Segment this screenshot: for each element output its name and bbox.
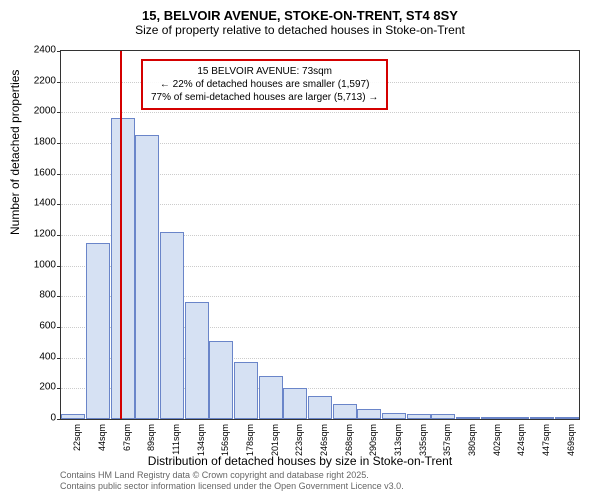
footer-line-2: Contains public sector information licen… [60,481,404,492]
x-tick-label: 22sqm [72,424,82,451]
footer-line-1: Contains HM Land Registry data © Crown c… [60,470,404,481]
histogram-bar [259,376,283,419]
y-tick-label: 800 [39,290,56,301]
marker-line [120,51,122,419]
y-tick-label: 400 [39,351,56,362]
x-tick-label: 268sqm [344,424,354,456]
x-tick-label: 67sqm [122,424,132,451]
y-tick-label: 1200 [34,229,56,240]
x-tick-label: 44sqm [97,424,107,451]
x-tick-label: 335sqm [418,424,428,456]
y-tick-label: 600 [39,321,56,332]
y-axis-label: Number of detached properties [8,70,22,235]
chart-footer: Contains HM Land Registry data © Crown c… [60,470,404,492]
histogram-bar [555,417,579,419]
x-tick-label: 201sqm [270,424,280,456]
x-tick-label: 290sqm [368,424,378,456]
x-tick-label: 178sqm [245,424,255,456]
y-tick-label: 1000 [34,259,56,270]
y-tick-label: 2400 [34,45,56,56]
x-axis-label: Distribution of detached houses by size … [0,454,600,468]
histogram-bar [357,409,381,419]
x-tick-label: 223sqm [294,424,304,456]
x-tick-label: 89sqm [146,424,156,451]
histogram-bar [431,414,455,419]
histogram-bar [456,417,480,419]
histogram-bar [86,243,110,419]
x-tick-label: 402sqm [492,424,502,456]
y-tick-label: 1600 [34,167,56,178]
anno-line-3: 77% of semi-detached houses are larger (… [151,91,378,104]
histogram-bar [382,413,406,419]
y-tick-label: 0 [50,413,56,424]
gridline [61,112,579,113]
histogram-bar [505,417,529,419]
x-tick-label: 357sqm [442,424,452,456]
y-tick-label: 1400 [34,198,56,209]
x-tick-label: 447sqm [541,424,551,456]
anno-line-2: ← 22% of detached houses are smaller (1,… [151,78,378,91]
chart-title-2: Size of property relative to detached ho… [0,23,600,37]
chart-title-1: 15, BELVOIR AVENUE, STOKE-ON-TRENT, ST4 … [0,8,600,23]
histogram-bar [160,232,184,419]
x-tick-label: 134sqm [196,424,206,456]
y-tick-label: 200 [39,382,56,393]
x-tick-label: 424sqm [516,424,526,456]
x-tick-label: 380sqm [467,424,477,456]
x-tick-label: 111sqm [171,424,181,455]
histogram-bar [209,341,233,419]
y-tick-label: 2200 [34,75,56,86]
x-tick-label: 313sqm [393,424,403,456]
histogram-bar [407,414,431,419]
x-tick-label: 469sqm [566,424,576,456]
histogram-bar [308,396,332,419]
histogram-bar [283,388,307,419]
histogram-bar [61,414,85,419]
chart-plot-area: 15 BELVOIR AVENUE: 73sqm← 22% of detache… [60,50,580,420]
annotation-box: 15 BELVOIR AVENUE: 73sqm← 22% of detache… [141,59,388,110]
x-tick-label: 156sqm [220,424,230,456]
histogram-bar [481,417,505,419]
histogram-bar [111,118,135,419]
histogram-bar [185,302,209,419]
anno-line-1: 15 BELVOIR AVENUE: 73sqm [151,65,378,78]
histogram-bar [234,362,258,419]
histogram-bar [333,404,357,419]
histogram-bar [530,417,554,419]
histogram-bar [135,135,159,419]
y-tick-label: 2000 [34,106,56,117]
x-tick-label: 246sqm [319,424,329,456]
y-tick-label: 1800 [34,137,56,148]
